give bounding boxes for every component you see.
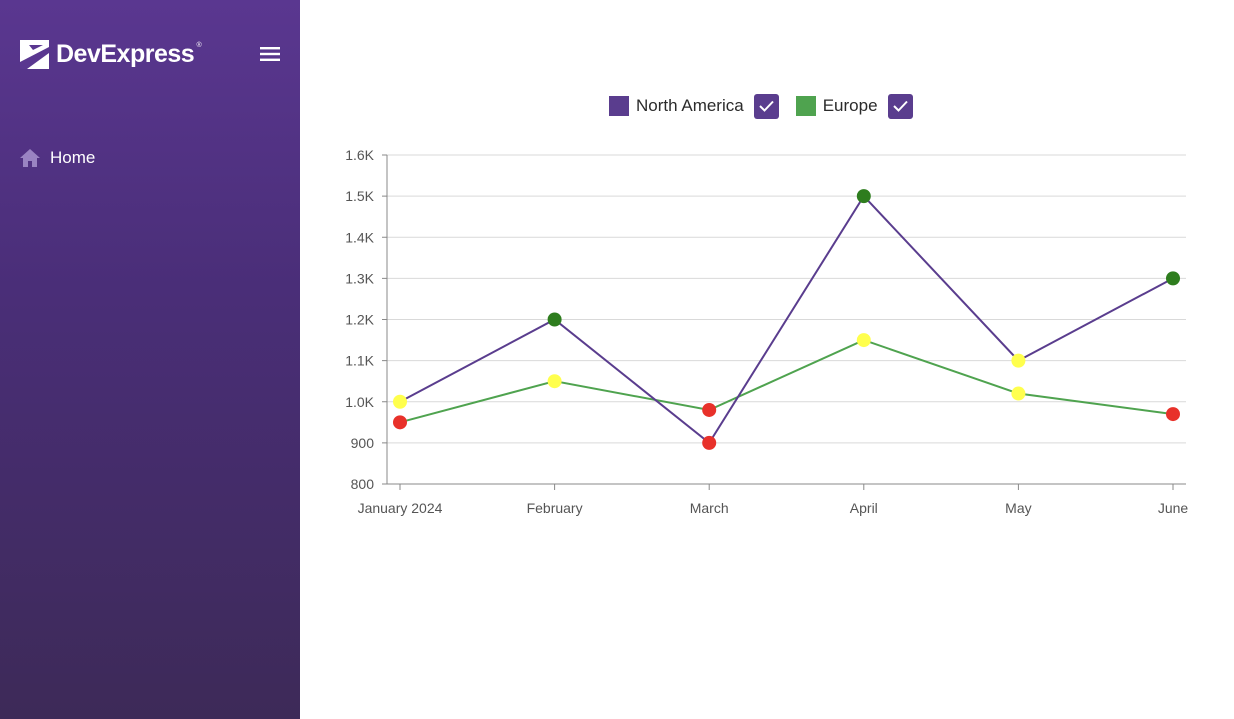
- series-line-north-america: [399, 194, 1174, 445]
- line-chart: 800 900 1.0K 1.1K 1.2K 1.3K 1.4K 1.5K 1.6K Januar…: [345, 147, 1189, 516]
- data-point: [547, 374, 562, 389]
- legend-checkbox[interactable]: [753, 93, 779, 119]
- data-point: [856, 333, 871, 348]
- y-tick-label: 1.3K: [345, 270, 374, 286]
- y-tick-label: 1.2K: [345, 312, 374, 328]
- main-content: North America Europe 800 900 1.0K 1.1K 1.2K 1…: [300, 0, 1234, 719]
- y-tick-label: 800: [351, 476, 375, 492]
- y-tick-label: 1.4K: [345, 229, 374, 245]
- series-line-europe: [399, 338, 1174, 424]
- devexpress-logo-icon: [20, 39, 49, 69]
- hamburger-menu-icon: [260, 47, 280, 61]
- x-tick-label: February: [527, 500, 583, 516]
- x-tick-label: March: [690, 500, 729, 516]
- data-point: [393, 394, 407, 409]
- data-point: [547, 312, 562, 327]
- brand-name: DevExpress ®: [56, 39, 202, 68]
- x-tick-label: April: [850, 500, 878, 516]
- legend-checkbox[interactable]: [887, 93, 913, 119]
- y-tick-label: 1.0K: [345, 394, 374, 410]
- data-point: [1166, 271, 1180, 286]
- home-icon: [20, 149, 40, 167]
- legend-swatch: [795, 96, 816, 116]
- brand-logo: DevExpress ®: [20, 38, 202, 70]
- nav-item-label: Home: [50, 148, 96, 167]
- data-point: [393, 415, 407, 430]
- sidebar: DevExpress ® Home: [0, 0, 300, 719]
- legend-item-north-america[interactable]: North America: [609, 93, 779, 119]
- data-point: [702, 402, 717, 417]
- legend-label: Europe: [822, 96, 878, 115]
- legend-item-europe[interactable]: Europe: [795, 93, 913, 119]
- chart-legend: North America Europe: [609, 93, 930, 119]
- checkmark-icon: [758, 100, 774, 112]
- data-point: [702, 435, 717, 450]
- data-point: [856, 189, 871, 204]
- legend-swatch: [609, 96, 629, 116]
- x-tick-label: May: [1005, 500, 1031, 516]
- nav-item-home[interactable]: Home: [20, 146, 95, 170]
- x-tick-label: January 2024: [358, 500, 443, 516]
- data-point: [1011, 386, 1026, 401]
- checkmark-icon: [892, 100, 908, 112]
- x-tick-label: June: [1158, 500, 1189, 516]
- data-point: [1011, 353, 1026, 368]
- y-tick-label: 900: [351, 435, 375, 451]
- y-tick-label: 1.1K: [345, 353, 374, 369]
- y-tick-label: 1.6K: [345, 147, 374, 163]
- menu-toggle-button[interactable]: [256, 41, 284, 67]
- legend-label: North America: [636, 96, 744, 115]
- y-tick-label: 1.5K: [345, 188, 374, 204]
- data-point: [1166, 407, 1180, 422]
